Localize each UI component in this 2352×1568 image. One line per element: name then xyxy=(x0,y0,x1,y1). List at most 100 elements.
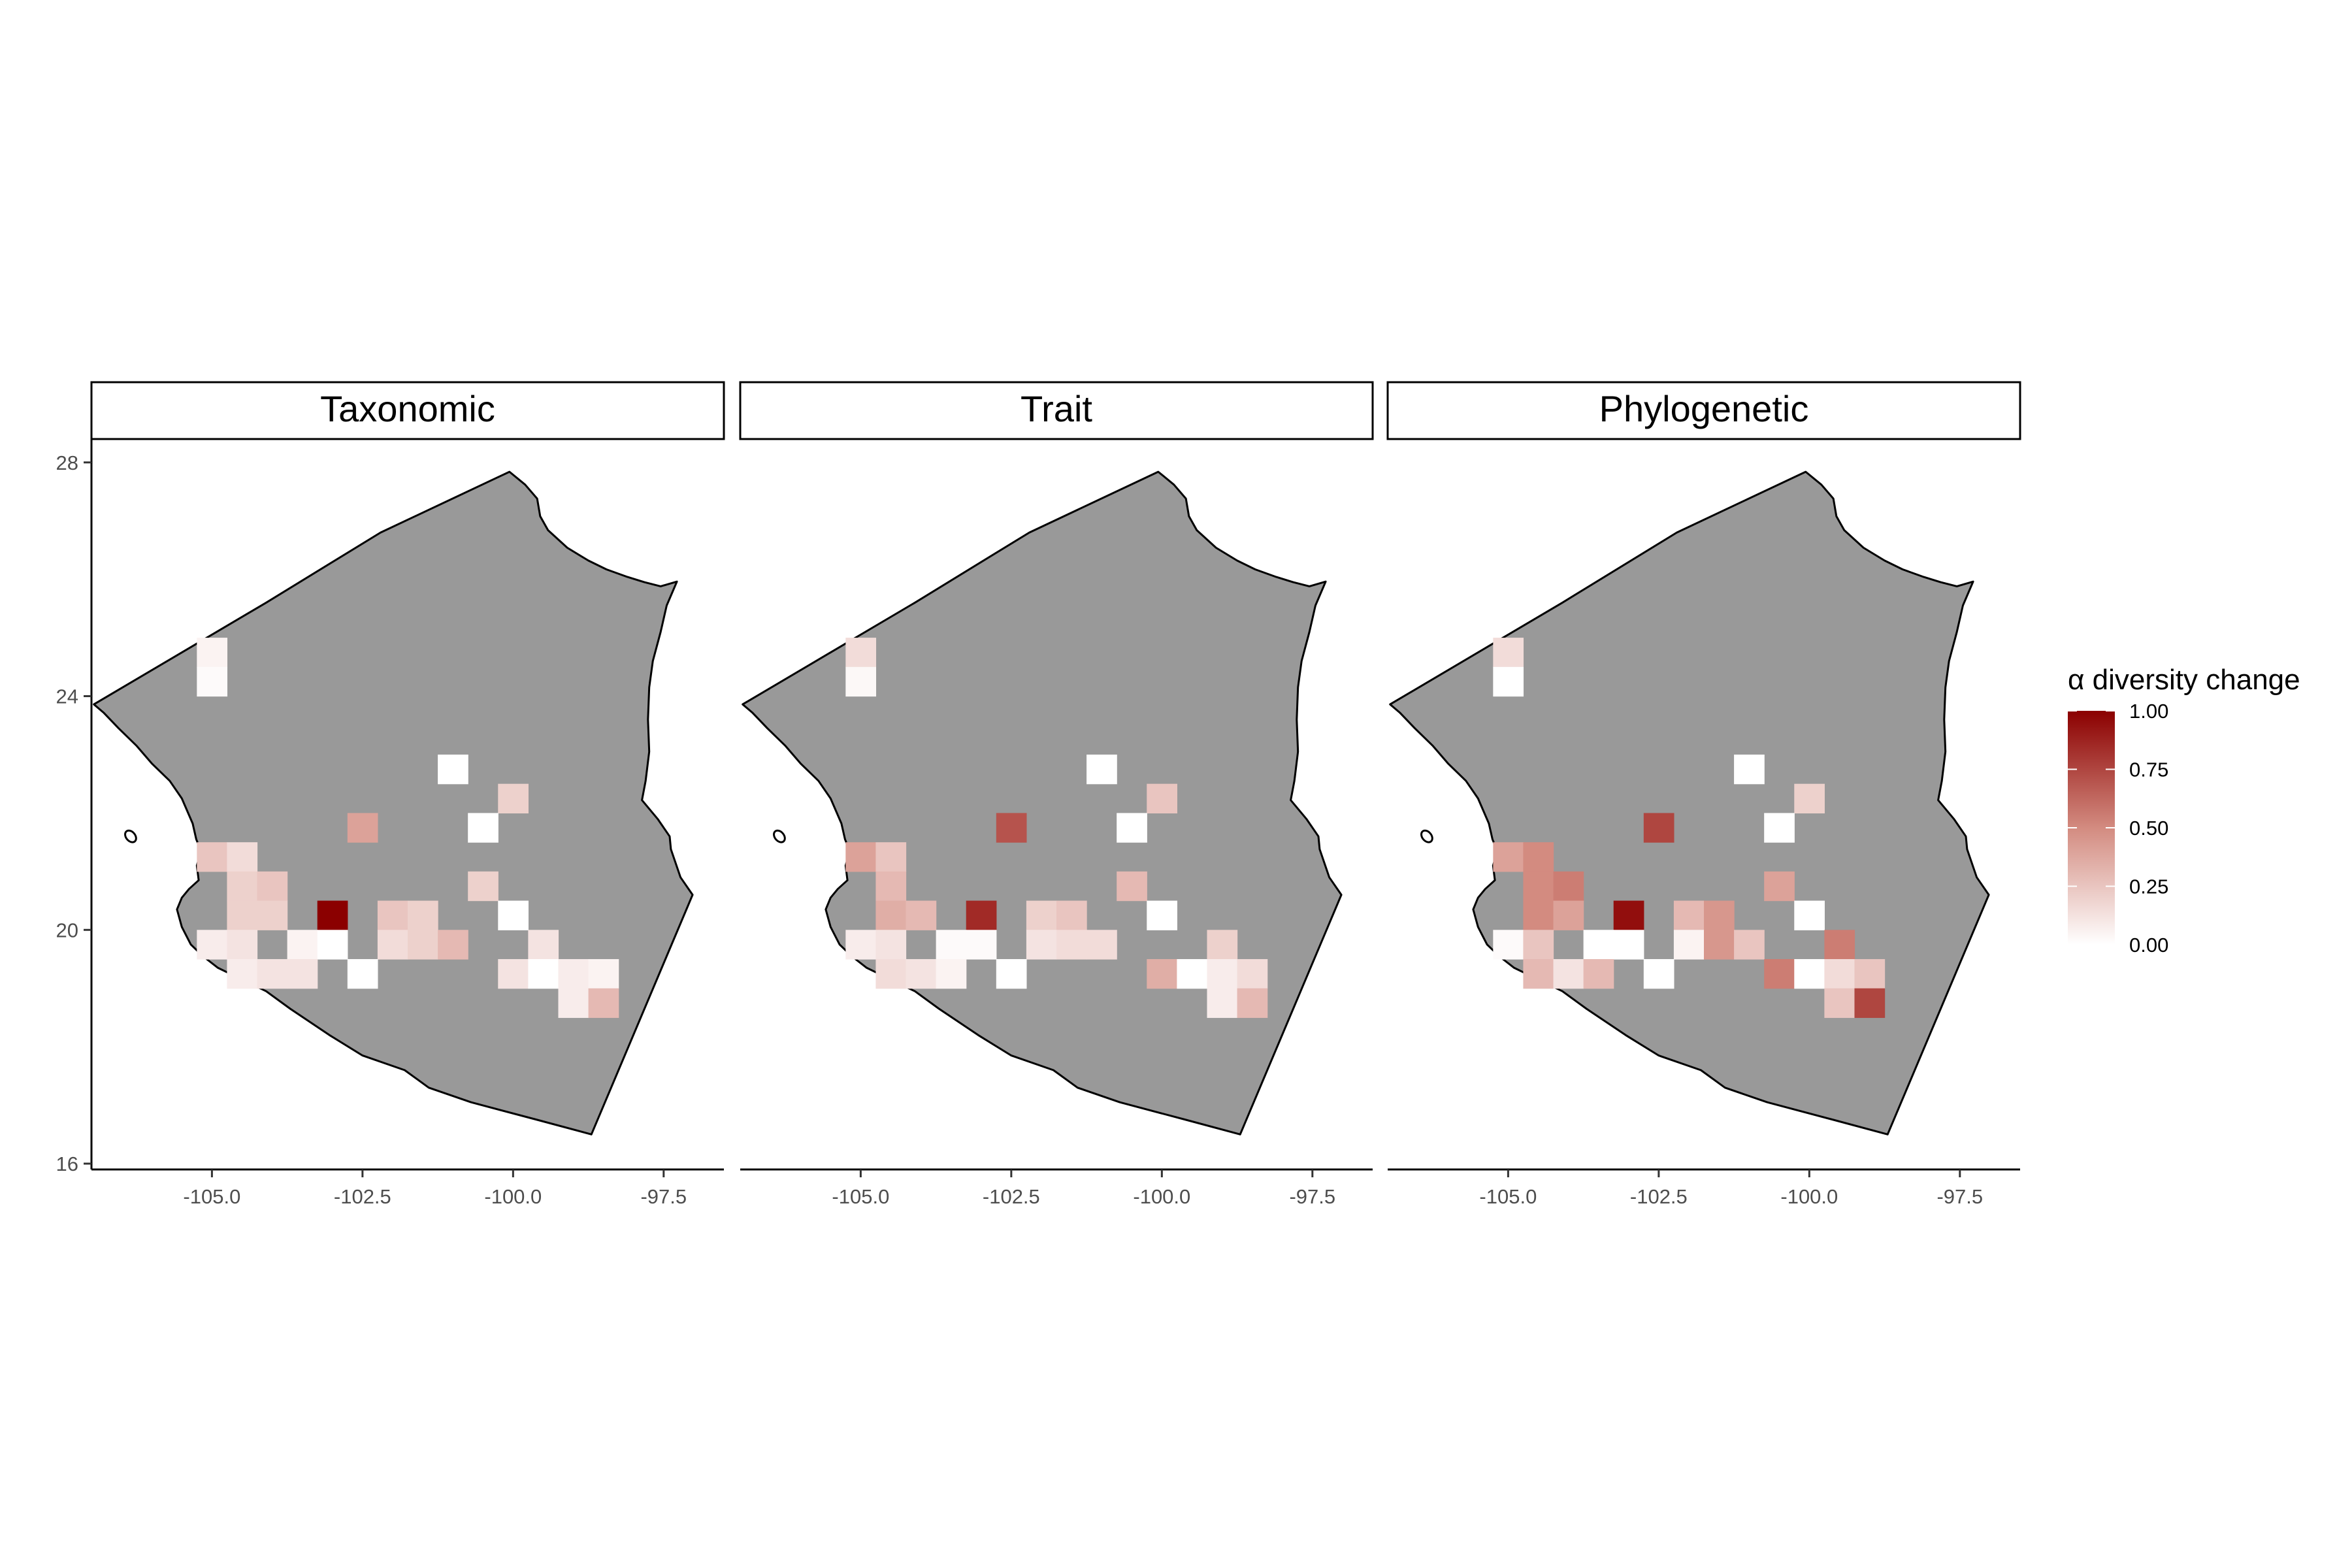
heatmap-cell xyxy=(1086,754,1117,785)
heatmap-cell xyxy=(1673,930,1705,960)
x-tick-label: -105.0 xyxy=(832,1185,889,1208)
x-tick-label: -100.0 xyxy=(1133,1185,1190,1208)
heatmap-cell xyxy=(227,871,258,902)
heatmap-cell xyxy=(317,930,348,960)
x-tick-label: -102.5 xyxy=(983,1185,1040,1208)
legend-tick-label: 1.00 xyxy=(2129,700,2168,723)
heatmap-cell xyxy=(1764,813,1795,843)
heatmap-cell xyxy=(845,638,877,668)
heatmap-cell xyxy=(1673,900,1705,930)
heatmap-cell xyxy=(257,959,288,989)
heatmap-cell xyxy=(528,930,559,960)
x-tick-label: -100.0 xyxy=(1780,1185,1838,1208)
heatmap-cell xyxy=(875,930,907,960)
heatmap-cell xyxy=(1764,959,1795,989)
heatmap-cell xyxy=(1056,930,1087,960)
heatmap-cell xyxy=(1794,900,1825,930)
heatmap-cell xyxy=(1734,754,1765,785)
heatmap-cell xyxy=(845,842,877,872)
heatmap-cell xyxy=(1523,871,1554,902)
x-tick-label: -105.0 xyxy=(183,1185,240,1208)
heatmap-cell xyxy=(845,930,877,960)
heatmap-cell xyxy=(558,988,589,1019)
legend-tick-label: 0.75 xyxy=(2129,759,2168,781)
x-tick-label: -102.5 xyxy=(334,1185,391,1208)
heatmap-cell xyxy=(1056,900,1087,930)
island-outline xyxy=(124,829,137,843)
heatmap-cell xyxy=(1523,900,1554,930)
heatmap-cell xyxy=(1643,959,1674,989)
heatmap-cell xyxy=(1704,930,1735,960)
heatmap-cell xyxy=(1824,930,1855,960)
heatmap-cell xyxy=(347,959,378,989)
heatmap-cell xyxy=(1493,842,1524,872)
heatmap-cell xyxy=(1493,666,1524,697)
facet-strip xyxy=(1386,381,2021,440)
heatmap-cell xyxy=(1553,871,1584,902)
heatmap-cell xyxy=(1794,783,1825,814)
heatmap-cell xyxy=(906,959,937,989)
heatmap-cell xyxy=(1553,959,1584,989)
heatmap-cell xyxy=(1854,959,1886,989)
facet-panel-taxonomic: Taxonomic -105.0 -102.5 -100.0 -97.5 16 20 24 28 xyxy=(56,381,725,1208)
heatmap-cell xyxy=(845,666,877,697)
legend-tick-label: 0.00 xyxy=(2129,934,2168,956)
island-outline xyxy=(773,829,786,843)
heatmap-cell xyxy=(966,900,997,930)
legend-title: α diversity change xyxy=(2068,664,2300,696)
y-tick-label: 28 xyxy=(56,451,78,474)
heatmap-cell xyxy=(1734,930,1765,960)
heatmap-cell xyxy=(1117,813,1147,843)
heatmap-cell xyxy=(1854,988,1886,1019)
region-polygon xyxy=(1389,470,1990,1135)
x-tick-label: -100.0 xyxy=(484,1185,542,1208)
heatmap-cell xyxy=(1824,988,1855,1019)
heatmap-cell xyxy=(1523,842,1554,872)
facet-panel-trait: Trait -105.0 -102.5 -100.0 -97.5 xyxy=(739,381,1374,1208)
heatmap-cell xyxy=(996,813,1027,843)
heatmap-cell xyxy=(377,900,408,930)
heatmap-cell xyxy=(468,871,498,902)
heatmap-cell xyxy=(1147,959,1177,989)
heatmap-cell xyxy=(966,930,997,960)
heatmap-cell xyxy=(875,842,907,872)
heatmap-cell xyxy=(588,959,619,989)
y-tick-label: 16 xyxy=(56,1152,78,1175)
heatmap-cell xyxy=(498,959,529,989)
heatmap-cell xyxy=(1523,959,1554,989)
heatmap-cell xyxy=(227,930,258,960)
heatmap-cell xyxy=(1523,930,1554,960)
region-polygon xyxy=(742,470,1343,1135)
facet-title: Phylogenetic xyxy=(1599,388,1809,429)
heatmap-cell xyxy=(1643,813,1674,843)
legend-tick-label: 0.50 xyxy=(2129,817,2168,840)
heatmap-cell xyxy=(468,813,498,843)
heatmap-cell xyxy=(1764,871,1795,902)
heatmap-cell xyxy=(498,900,529,930)
heatmap-cell xyxy=(1207,930,1238,960)
heatmap-cell xyxy=(936,930,967,960)
facet-strip xyxy=(739,381,1374,440)
heatmap-cell xyxy=(408,930,438,960)
heatmap-cell xyxy=(1613,900,1644,930)
heatmap-cell xyxy=(1824,959,1855,989)
heatmap-cell xyxy=(408,900,438,930)
heatmap-cell xyxy=(1794,959,1825,989)
heatmap-cell xyxy=(875,959,907,989)
heatmap-cell xyxy=(1553,900,1584,930)
heatmap-cell xyxy=(227,959,258,989)
heatmap-cell xyxy=(197,638,228,668)
panels: Taxonomic -105.0 -102.5 -100.0 -97.5 16 20 24 28… xyxy=(56,381,2021,1208)
heatmap-cell xyxy=(1086,930,1117,960)
x-tick-label: -97.5 xyxy=(1289,1185,1335,1208)
heatmap-cell xyxy=(1583,959,1614,989)
heatmap-cell xyxy=(287,930,318,960)
heatmap-cell xyxy=(588,988,619,1019)
heatmap-cell xyxy=(528,959,559,989)
heatmap-cell xyxy=(1117,871,1147,902)
facet-strip xyxy=(90,381,725,440)
heatmap-cell xyxy=(257,871,288,902)
region-polygon xyxy=(93,470,694,1135)
heatmap-cell xyxy=(1026,930,1057,960)
